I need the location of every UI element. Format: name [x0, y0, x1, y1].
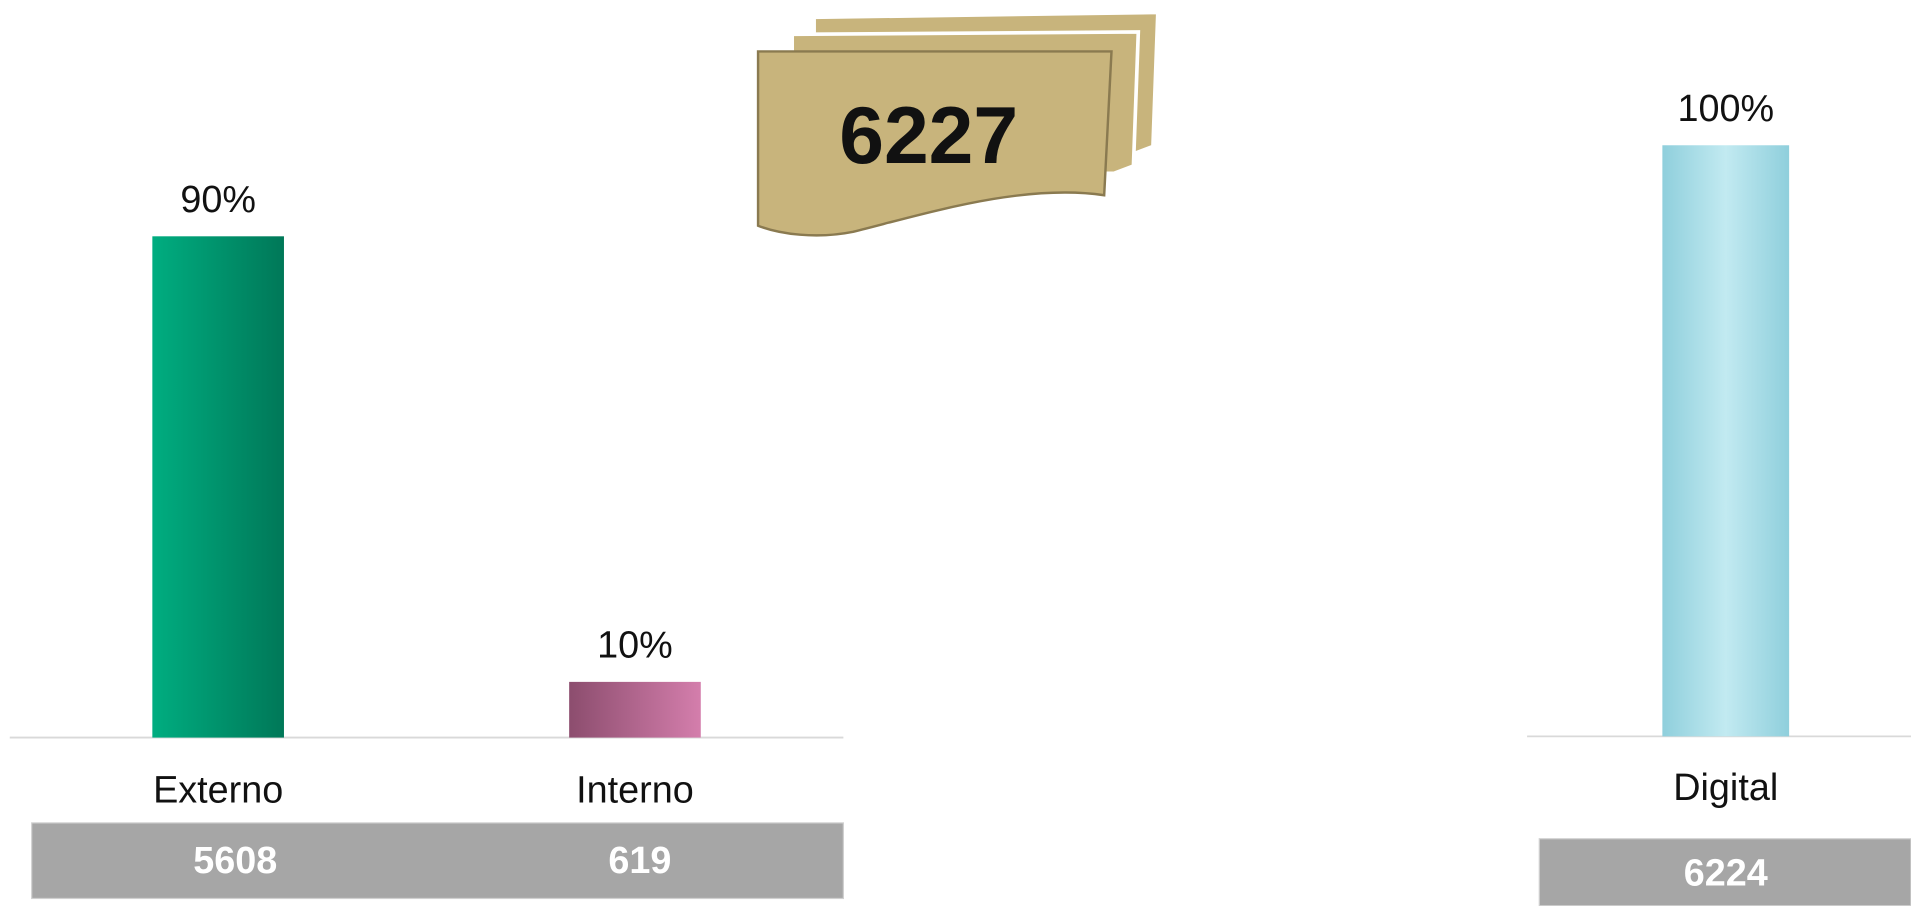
category-label: Interno — [576, 769, 694, 811]
category-label: Digital — [1673, 767, 1778, 809]
badge: 6227 — [756, 10, 1160, 237]
count-value: 5608 — [193, 840, 277, 882]
value-label: 90% — [180, 179, 256, 221]
value-label: 100% — [1677, 88, 1774, 130]
bar — [1662, 145, 1790, 737]
count-row — [31, 822, 844, 900]
count-row — [1538, 838, 1911, 906]
count-value: 6224 — [1684, 852, 1768, 894]
value-label: 10% — [597, 625, 673, 667]
count-value: 619 — [608, 840, 671, 882]
bar — [152, 236, 284, 738]
category-label: Externo — [153, 769, 283, 811]
badge-value: 6227 — [839, 91, 1018, 181]
bar — [569, 681, 701, 738]
